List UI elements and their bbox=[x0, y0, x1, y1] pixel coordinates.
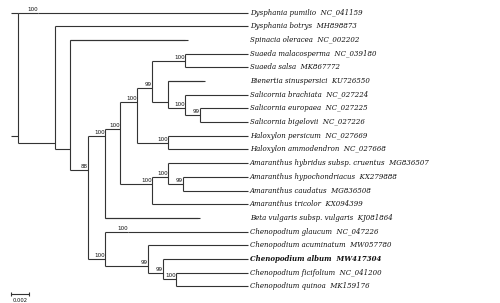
Text: 100: 100 bbox=[157, 171, 168, 176]
Text: Chenopodium album  MW417304: Chenopodium album MW417304 bbox=[250, 255, 382, 263]
Text: Salicornia bigelovii  NC_027226: Salicornia bigelovii NC_027226 bbox=[250, 118, 365, 126]
Text: Bienertia sinuspersici  KU726550: Bienertia sinuspersici KU726550 bbox=[250, 77, 370, 85]
Text: 100: 100 bbox=[141, 178, 152, 183]
Text: 100: 100 bbox=[94, 253, 104, 258]
Text: Dysphania botrys  MH898873: Dysphania botrys MH898873 bbox=[250, 22, 357, 31]
Text: 100: 100 bbox=[117, 225, 128, 231]
Text: 99: 99 bbox=[144, 82, 152, 87]
Text: Chenopodium glaucum  NC_047226: Chenopodium glaucum NC_047226 bbox=[250, 228, 378, 235]
Text: Chenopodium ficifolium  NC_041200: Chenopodium ficifolium NC_041200 bbox=[250, 268, 382, 277]
Text: Haloxylon ammodendron  NC_027668: Haloxylon ammodendron NC_027668 bbox=[250, 145, 386, 154]
Text: Suaeda salsa  MK867772: Suaeda salsa MK867772 bbox=[250, 63, 340, 72]
Text: 100: 100 bbox=[126, 96, 136, 101]
Text: Amaranthus hypochondriacus  KX279888: Amaranthus hypochondriacus KX279888 bbox=[250, 173, 398, 181]
Text: 0.002: 0.002 bbox=[12, 298, 28, 303]
Text: 99: 99 bbox=[140, 260, 147, 265]
Text: Dysphania pumilio  NC_041159: Dysphania pumilio NC_041159 bbox=[250, 9, 362, 17]
Text: Suaeda malacosperma  NC_039180: Suaeda malacosperma NC_039180 bbox=[250, 50, 376, 58]
Text: 100: 100 bbox=[27, 7, 38, 12]
Text: Amaranthus hybridus subsp. cruentus  MG836507: Amaranthus hybridus subsp. cruentus MG83… bbox=[250, 159, 430, 167]
Text: Amaranthus tricolor  KX094399: Amaranthus tricolor KX094399 bbox=[250, 200, 364, 208]
Text: 100: 100 bbox=[174, 102, 184, 108]
Text: 100: 100 bbox=[109, 123, 120, 128]
Text: Amaranthus caudatus  MG836508: Amaranthus caudatus MG836508 bbox=[250, 187, 372, 195]
Text: Haloxylon persicum  NC_027669: Haloxylon persicum NC_027669 bbox=[250, 132, 368, 140]
Text: 100: 100 bbox=[94, 130, 104, 135]
Text: Chenopodium acuminatum  MW057780: Chenopodium acuminatum MW057780 bbox=[250, 241, 392, 249]
Text: 99: 99 bbox=[176, 178, 182, 183]
Text: Beta vulgaris subsp. vulgaris  KJ081864: Beta vulgaris subsp. vulgaris KJ081864 bbox=[250, 214, 393, 222]
Text: 99: 99 bbox=[156, 267, 162, 271]
Text: 88: 88 bbox=[80, 164, 87, 169]
Text: Salicornia brachiata  NC_027224: Salicornia brachiata NC_027224 bbox=[250, 91, 368, 99]
Text: Chenopodium quinoa  MK159176: Chenopodium quinoa MK159176 bbox=[250, 282, 370, 290]
Text: Salicornia europaea  NC_027225: Salicornia europaea NC_027225 bbox=[250, 105, 368, 112]
Text: Spinacia oleracea  NC_002202: Spinacia oleracea NC_002202 bbox=[250, 36, 360, 44]
Text: 100: 100 bbox=[165, 273, 175, 278]
Text: 100: 100 bbox=[174, 55, 184, 60]
Text: 99: 99 bbox=[192, 109, 200, 114]
Text: 100: 100 bbox=[157, 137, 168, 142]
